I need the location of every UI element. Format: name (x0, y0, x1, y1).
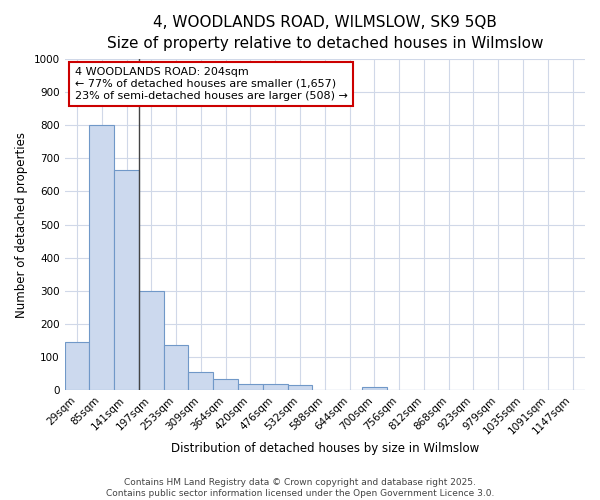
Bar (164, 346, 188, 390)
Bar (287, 385, 313, 390)
Bar (114, 170, 139, 390)
Bar (263, 384, 287, 390)
Bar (89, 126, 114, 390)
Bar (213, 380, 238, 390)
Text: 4 WOODLANDS ROAD: 204sqm
← 77% of detached houses are smaller (1,657)
23% of sem: 4 WOODLANDS ROAD: 204sqm ← 77% of detach… (75, 68, 348, 100)
Bar (238, 384, 263, 390)
Bar (362, 386, 387, 390)
Text: Contains HM Land Registry data © Crown copyright and database right 2025.
Contai: Contains HM Land Registry data © Crown c… (106, 478, 494, 498)
Bar (65, 342, 89, 390)
Y-axis label: Number of detached properties: Number of detached properties (15, 132, 28, 318)
Bar (139, 291, 164, 390)
Title: 4, WOODLANDS ROAD, WILMSLOW, SK9 5QB
Size of property relative to detached house: 4, WOODLANDS ROAD, WILMSLOW, SK9 5QB Siz… (107, 15, 543, 51)
Bar (188, 372, 213, 390)
X-axis label: Distribution of detached houses by size in Wilmslow: Distribution of detached houses by size … (170, 442, 479, 455)
